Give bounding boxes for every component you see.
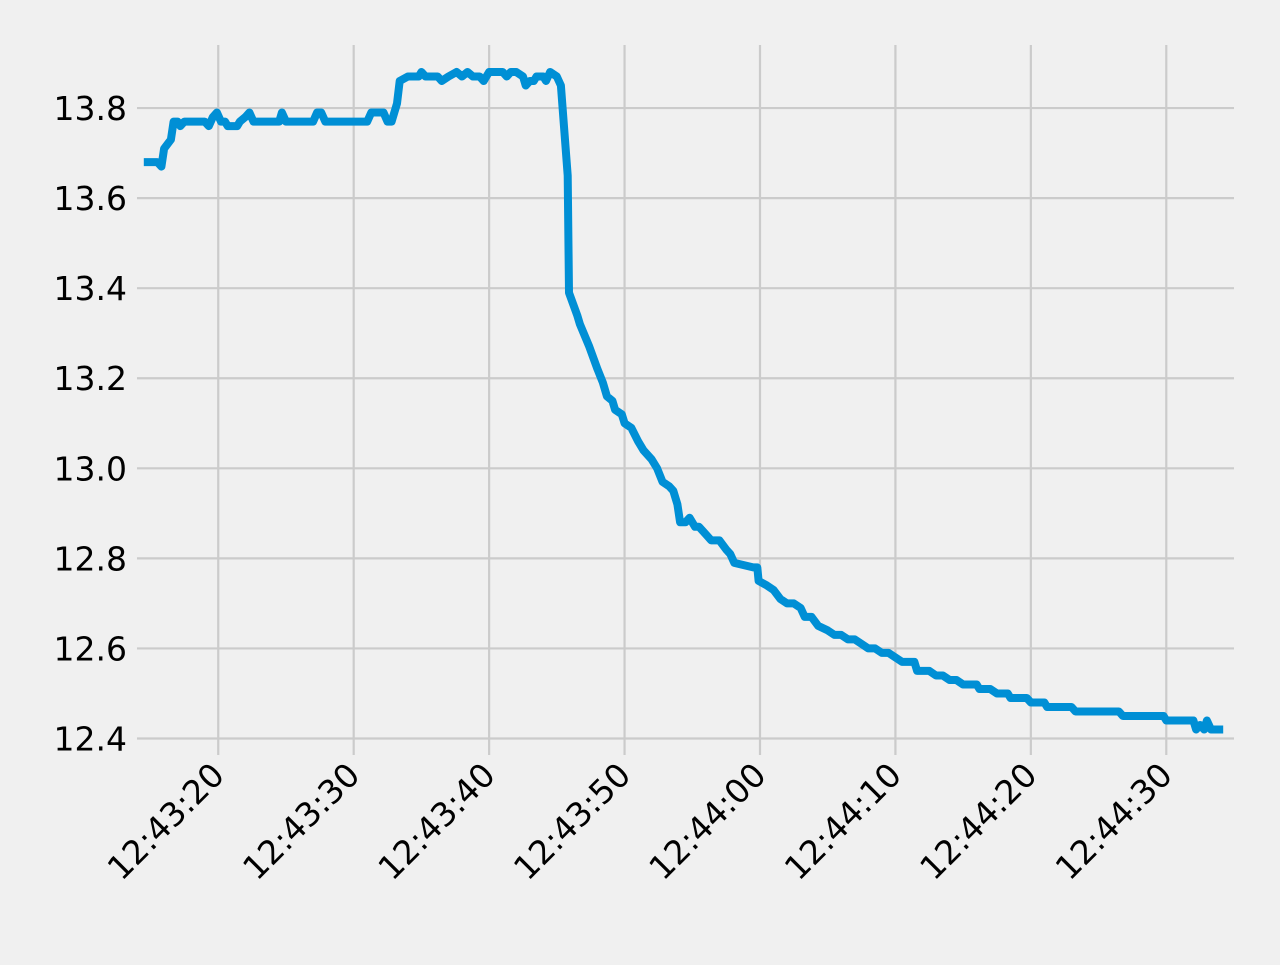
y-tick-label: 13.4 bbox=[54, 269, 127, 308]
y-tick-label: 13.0 bbox=[54, 449, 127, 488]
series-line-0 bbox=[143, 68, 1224, 734]
y-tick-label: 12.6 bbox=[54, 629, 127, 668]
y-tick-label: 13.2 bbox=[54, 359, 127, 398]
x-gridlines bbox=[217, 45, 1168, 755]
y-tick-label: 13.6 bbox=[54, 179, 127, 218]
y-tick-label: 12.8 bbox=[54, 539, 127, 578]
y-tick-label: 12.4 bbox=[54, 719, 127, 758]
y-tick-labels: 12.4 12.6 12.8 13.0 13.2 13.4 13.6 13.8 bbox=[54, 89, 127, 758]
y-gridlines bbox=[137, 106, 1234, 740]
y-tick-label: 13.8 bbox=[54, 89, 127, 128]
series-layer bbox=[143, 68, 1224, 734]
